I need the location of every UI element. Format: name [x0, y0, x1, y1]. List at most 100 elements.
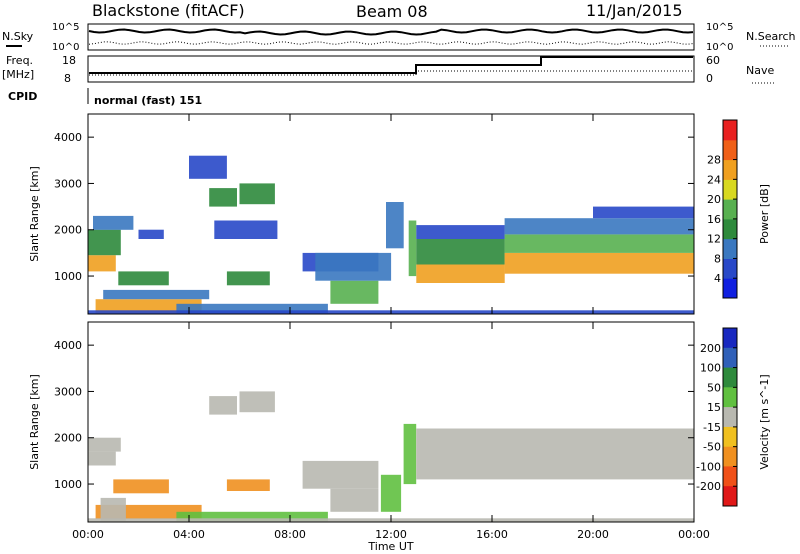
heatmap-cell: [100, 497, 126, 521]
y-tick-label: 3000: [54, 177, 82, 190]
freq-tick-low: 8: [64, 72, 71, 85]
heatmap-cell: [416, 428, 695, 447]
colorbar-swatch: [723, 179, 737, 200]
colorbar-swatch: [723, 466, 737, 487]
heatmap-cell: [239, 183, 275, 205]
date-title: 11/Jan/2015: [586, 1, 683, 20]
colorbar-tick-label: -50: [703, 441, 721, 454]
heatmap-cell: [416, 264, 505, 283]
heatmap-cell: [386, 202, 404, 249]
nsky-tick-high: 10^5: [52, 22, 79, 33]
heatmap-cell: [504, 234, 694, 253]
velocity-x-ticks: [87, 322, 695, 522]
velocity-colorbar: 200 100 50 15 -15 -50 -100 -200: [696, 327, 738, 507]
heatmap-cell: [176, 511, 328, 522]
colorbar-tick-label: 100: [700, 362, 721, 375]
power-panel: 1000 2000 3000 4000 Slant Range [km] 4 8 12 16…: [28, 113, 771, 315]
freq-frame: [87, 55, 695, 83]
nsky-label: N.Sky: [2, 30, 34, 43]
time-axis-title: Time UT: [367, 540, 413, 553]
colorbar-tick-label: -15: [703, 421, 721, 434]
colorbar-swatch: [723, 258, 737, 279]
freq-panel: Freq. [MHz] 18 8 60 0 Nave: [2, 54, 774, 85]
heatmap-cell: [88, 255, 116, 272]
heatmap-cell: [330, 280, 379, 304]
heatmap-cell: [113, 479, 169, 494]
heatmap-cell: [226, 271, 270, 286]
colorbar-swatch: [723, 159, 737, 180]
colorbar-swatch: [723, 446, 737, 467]
heatmap-cell: [209, 396, 237, 415]
colorbar-swatch: [723, 347, 737, 369]
station-title: Blackstone (fitACF): [92, 1, 245, 20]
power-y-ticks: 1000 2000 3000 4000: [54, 131, 694, 283]
colorbar-tick-label: 200: [700, 342, 721, 355]
power-colorbar: 4 8 12 16 20 24 28: [707, 119, 738, 299]
colorbar-frame: [722, 119, 738, 299]
colorbar-tick-label: 8: [714, 252, 721, 265]
x-tick-label: 08:00: [274, 528, 306, 541]
colorbar-tick-label: 28: [707, 154, 721, 167]
nsearch-series: [88, 41, 694, 45]
y-tick-label: 2000: [54, 432, 82, 445]
velocity-panel: 1000 2000 3000 4000 Slant Range [km] 200 100…: [28, 321, 771, 523]
y-tick-label: 4000: [54, 131, 82, 144]
colorbar-tick-label: -100: [696, 460, 721, 473]
heatmap-cell: [416, 225, 505, 239]
x-tick-label: 16:00: [476, 528, 508, 541]
y-tick-label: 2000: [54, 224, 82, 237]
colorbar-swatch: [723, 218, 737, 240]
colorbar-swatch: [723, 407, 737, 428]
cpid-label: CPID: [8, 90, 37, 103]
heatmap-cell: [138, 229, 164, 239]
colorbar-tick-label: 24: [707, 173, 721, 186]
nsky-panel: N.Sky 10^5 10^0 10^5 10^0 N.Search: [2, 22, 796, 53]
freq-unit: [MHz]: [2, 68, 34, 81]
nave-tick-low: 0: [706, 72, 713, 85]
colorbar-tick-label: 15: [707, 401, 721, 414]
cpid-text: normal (fast) 151: [94, 94, 202, 107]
heatmap-cell: [504, 252, 694, 274]
x-tick-label: 12:00: [375, 528, 407, 541]
nsky-tick-low: 10^0: [52, 42, 79, 53]
x-tick-label: 20:00: [577, 528, 609, 541]
heatmap-cell: [88, 451, 116, 466]
colorbar-swatch: [723, 199, 737, 220]
freq-series: [89, 56, 693, 74]
colorbar-swatch: [723, 120, 737, 141]
colorbar-tick-label: 50: [707, 381, 721, 394]
heatmap-cell: [416, 239, 505, 265]
heatmap-cell: [403, 423, 417, 485]
power-colorbar-label: Power [dB]: [758, 184, 771, 244]
heatmap-cell: [88, 229, 121, 256]
power-y-label: Slant Range [km]: [28, 166, 41, 262]
colorbar-swatch: [723, 328, 737, 349]
nsky-frame: [87, 23, 695, 51]
heatmap-cell: [408, 220, 417, 277]
nsearch-label: N.Search: [746, 30, 796, 43]
heatmap-cell: [209, 188, 237, 207]
heatmap-cell: [416, 447, 695, 480]
heatmap-cell: [226, 479, 270, 491]
nsky-series: [88, 28, 694, 36]
heatmap-cell: [504, 218, 694, 235]
power-x-ticks: [87, 114, 695, 314]
colorbar-swatch: [723, 426, 737, 448]
colorbar-tick-label: -200: [696, 480, 721, 493]
colorbar-tick-label: 16: [707, 213, 721, 226]
y-tick-label: 4000: [54, 339, 82, 352]
x-tick-label: 00:00: [678, 528, 710, 541]
nave-tick-high: 60: [706, 54, 720, 67]
beam-title: Beam 08: [356, 2, 428, 21]
heatmap-cell: [593, 206, 694, 219]
heatmap-cell: [95, 299, 202, 314]
colorbar-tick-label: 20: [707, 193, 721, 206]
nave-label: Nave: [746, 64, 774, 77]
nsearch-tick-high: 10^5: [706, 22, 733, 33]
heatmap-cell: [239, 391, 275, 413]
velocity-colorbar-label: Velocity [m s^-1]: [758, 374, 771, 469]
heatmap-cell: [330, 488, 379, 512]
colorbar-swatch: [723, 238, 737, 259]
heatmap-cell: [315, 252, 392, 281]
